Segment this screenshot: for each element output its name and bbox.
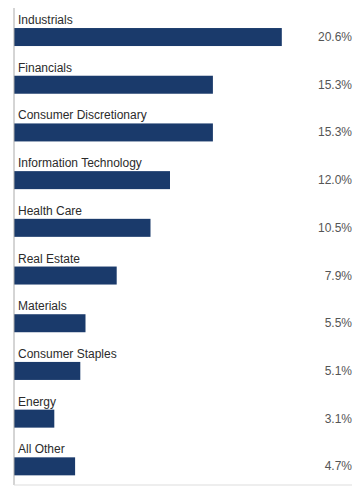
data-label: 20.6%	[318, 30, 352, 44]
category-label: Consumer Discretionary	[18, 108, 147, 122]
data-label: 7.9%	[325, 269, 353, 283]
bar	[14, 28, 282, 46]
category-label: Health Care	[18, 204, 82, 218]
bar	[14, 267, 117, 285]
bar	[14, 219, 151, 237]
bars	[14, 28, 282, 475]
bar	[14, 76, 213, 94]
x-axis-line	[14, 485, 352, 486]
data-label: 5.5%	[325, 316, 353, 330]
chart-container: Industrials 20.6% Financials 15.3% Consumer …	[0, 0, 360, 497]
bar	[14, 457, 75, 475]
category-label: Industrials	[18, 13, 73, 27]
chart-svg: Industrials 20.6% Financials 15.3% Consumer …	[0, 0, 360, 497]
labels: Industrials 20.6% Financials 15.3% Consumer …	[18, 13, 352, 473]
category-label: Materials	[18, 299, 67, 313]
bar	[14, 171, 170, 189]
bar	[14, 123, 213, 141]
category-label: Information Technology	[18, 156, 142, 170]
bar	[14, 362, 80, 380]
data-label: 3.1%	[325, 412, 353, 426]
left-border	[14, 8, 15, 485]
data-label: 5.1%	[325, 364, 353, 378]
category-label: Financials	[18, 61, 72, 75]
category-label: All Other	[18, 442, 65, 456]
category-label: Real Estate	[18, 252, 80, 266]
data-label: 12.0%	[318, 173, 352, 187]
data-label: 15.3%	[318, 78, 352, 92]
data-label: 10.5%	[318, 221, 352, 235]
category-label: Energy	[18, 395, 56, 409]
bar	[14, 314, 86, 332]
data-label: 15.3%	[318, 125, 352, 139]
bar	[14, 410, 54, 428]
data-label: 4.7%	[325, 459, 353, 473]
category-label: Consumer Staples	[18, 347, 117, 361]
